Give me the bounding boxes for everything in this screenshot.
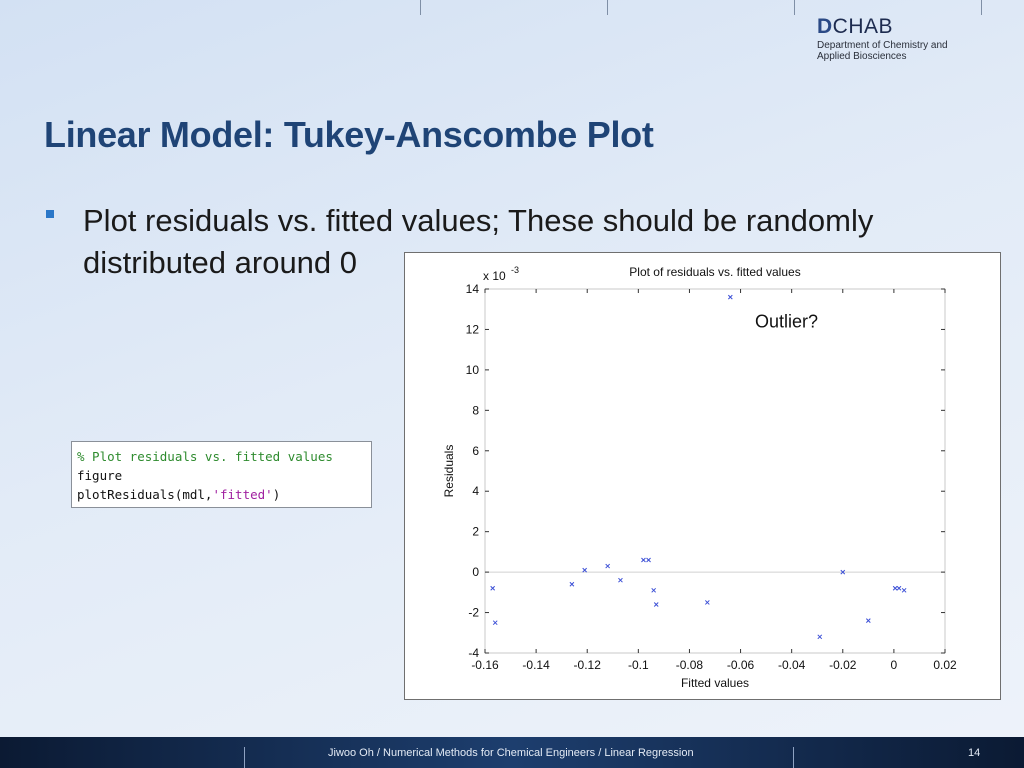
logo-line-2: Applied Biosciences — [817, 51, 907, 62]
y-tick-label: 14 — [466, 282, 480, 296]
header-tick-3 — [794, 0, 795, 15]
logo-main-text: CHAB — [832, 15, 894, 38]
x-tick-label: -0.1 — [628, 658, 649, 672]
outlier-annotation: Outlier? — [755, 311, 818, 331]
data-point-marker — [840, 569, 846, 575]
y-tick-label: 6 — [472, 444, 479, 458]
y-tick-label: 12 — [466, 322, 480, 336]
x-tick-label: -0.06 — [727, 658, 755, 672]
data-point-marker — [490, 585, 496, 591]
bullet-square-icon — [46, 210, 54, 218]
y-tick-label: 8 — [472, 403, 479, 417]
y-axis-label: Residuals — [442, 445, 456, 498]
code-figure-line: figure — [77, 468, 123, 483]
bullet-text: Plot residuals vs. fitted values; These … — [83, 203, 874, 280]
header-tick-1 — [420, 0, 421, 15]
dchab-logo: DCHAB Department of Chemistry and Applie… — [817, 15, 948, 63]
page-number: 14 — [968, 747, 981, 759]
x-tick-label: -0.04 — [778, 658, 806, 672]
data-point-marker — [582, 567, 588, 573]
footer-credit: Jiwoo Oh / Numerical Methods for Chemica… — [328, 747, 694, 759]
logo-line-1: Department of Chemistry and — [817, 40, 948, 51]
data-point-marker — [605, 563, 611, 569]
code-string: 'fitted' — [212, 487, 273, 502]
y-exponent-base: x 10 — [483, 269, 506, 283]
data-point-marker — [901, 587, 907, 593]
x-tick-label: -0.08 — [676, 658, 704, 672]
slide-title: Linear Model: Tukey-Anscombe Plot — [44, 114, 654, 155]
y-tick-label: -4 — [468, 646, 479, 660]
data-point-marker — [492, 620, 498, 626]
header-tick-2 — [607, 0, 608, 15]
data-point-marker — [704, 600, 710, 605]
plot-figure: -0.16 -0.14 -0.12 -0.1 -0.08 -0.06 -0.04 -0.02 0… — [404, 252, 1001, 700]
footer-separator-1 — [244, 747, 245, 768]
data-point-marker — [618, 577, 623, 583]
chart-title: Plot of residuals vs. fitted values — [629, 265, 800, 279]
data-point-marker — [641, 557, 646, 563]
y-tick-label: 10 — [466, 363, 480, 377]
data-point-marker — [651, 587, 657, 593]
x-tick-label: -0.14 — [522, 658, 550, 672]
data-point-marker — [569, 581, 575, 587]
y-tick-label: 2 — [472, 525, 479, 539]
code-function: plotResiduals(mdl, — [77, 487, 213, 502]
data-point-marker — [896, 585, 902, 591]
x-tick-label: -0.16 — [471, 658, 499, 672]
data-point-marker — [646, 557, 651, 563]
header-tick-4 — [981, 0, 982, 15]
data-point-marker — [892, 585, 898, 591]
y-tick-label: -2 — [468, 606, 479, 620]
x-tick-label: -0.02 — [829, 658, 857, 672]
footer-bar: Jiwoo Oh / Numerical Methods for Chemica… — [0, 737, 1024, 768]
x-tick-label: 0.02 — [933, 658, 957, 672]
x-tick-label: -0.12 — [574, 658, 602, 672]
footer-separator-2 — [793, 747, 794, 768]
data-point-marker — [865, 618, 871, 623]
data-point-marker — [653, 602, 659, 607]
y-tick-label: 0 — [472, 565, 479, 579]
code-close-paren: ) — [272, 487, 281, 502]
residual-plot: -0.16 -0.14 -0.12 -0.1 -0.08 -0.06 -0.04 -0.02 0… — [442, 265, 957, 690]
data-point-marker — [817, 634, 823, 640]
x-tick-label: 0 — [891, 658, 898, 672]
y-exponent-power: -3 — [511, 265, 519, 275]
code-snippet: % Plot residuals vs. fitted values figur… — [71, 441, 372, 508]
plot-area-border — [484, 288, 946, 654]
logo-letter: D — [817, 15, 833, 38]
y-tick-label: 4 — [472, 484, 479, 498]
code-comment-line: % Plot residuals vs. fitted values — [77, 449, 333, 464]
x-axis-label: Fitted values — [681, 676, 749, 690]
code-plot-line: plotResiduals(mdl,'fitted') — [77, 485, 371, 504]
data-point-marker — [727, 294, 733, 300]
